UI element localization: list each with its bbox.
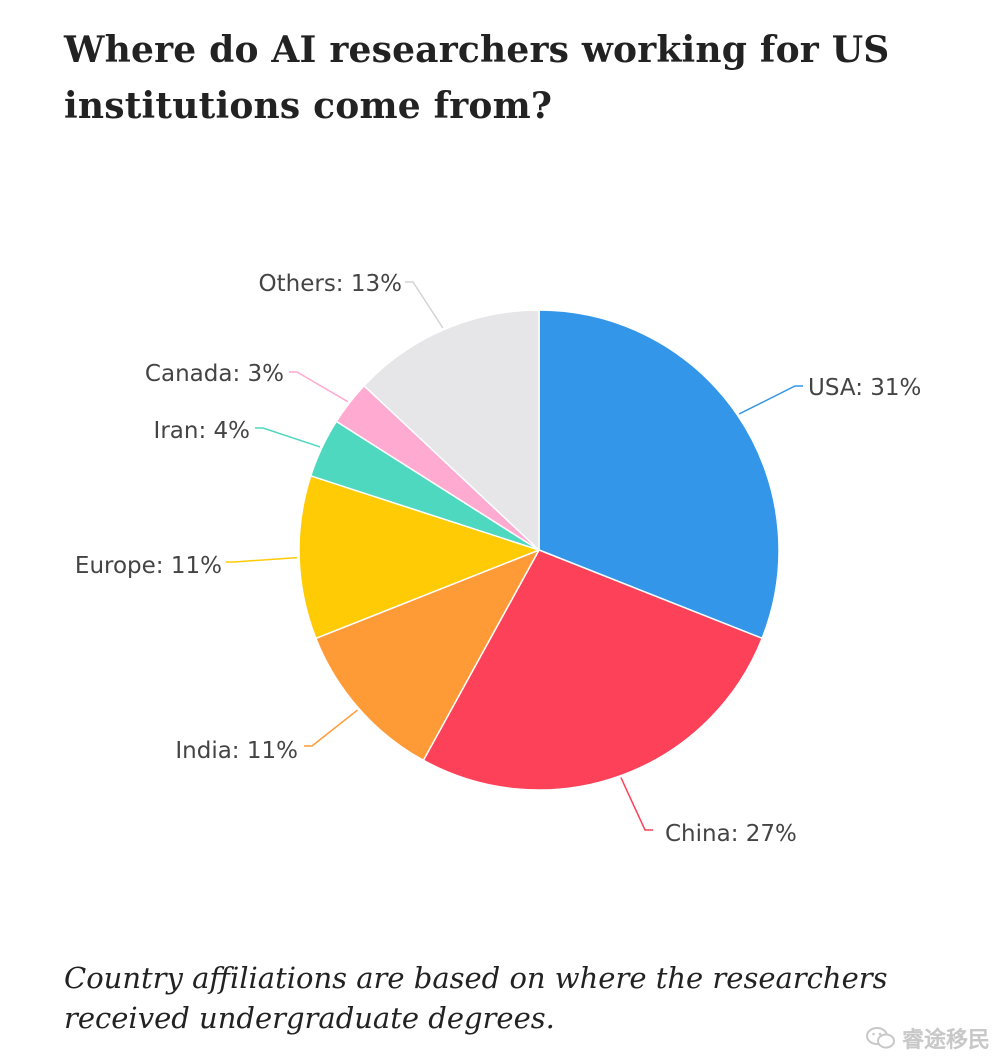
pie-slice-others [363,309,540,551]
chart-title: Where do AI researchers working for US i… [64,29,890,127]
pie-slice-europe [298,475,540,640]
pie-slice-usa [538,309,780,640]
leader-line-europe [226,556,298,563]
leader-line-china [620,777,653,831]
pie-slice-india [315,549,540,762]
leader-line-canada [289,371,349,403]
leader-line-others [405,281,444,329]
watermark: 睿途移民 [865,1022,990,1054]
slice-label-others: Others: 13% [259,271,402,297]
wechat-icon [865,1027,895,1049]
slice-label-china: China: 27% [665,821,797,847]
chart-caption: Country affiliations are based on where … [64,961,888,1035]
leader-line-usa [738,385,803,415]
leader-line-india [304,709,358,747]
slice-label-canada: Canada: 3% [145,361,284,387]
slice-label-europe: Europe: 11% [75,553,222,579]
slice-label-iran: Iran: 4% [154,418,250,444]
watermark-text: 睿途移民 [901,1028,990,1053]
leader-line-iran [255,427,321,448]
pie-slice-china [422,549,763,791]
slice-label-usa: USA: 31% [808,375,921,401]
slice-label-india: India: 11% [175,738,298,764]
